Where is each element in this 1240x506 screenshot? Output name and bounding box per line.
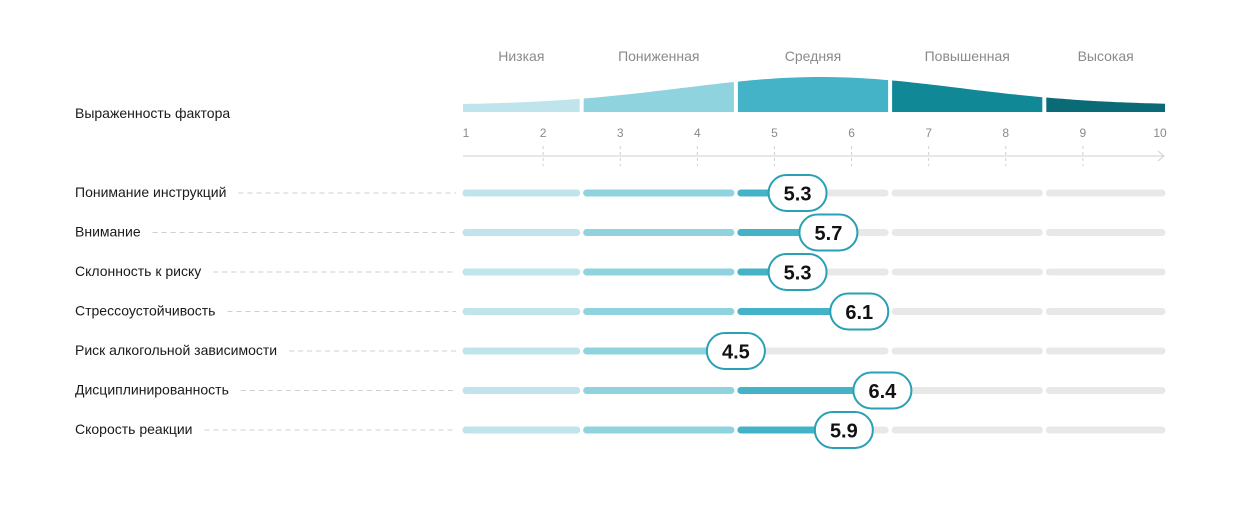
x-axis: 1 2 3 4 5 6 7 8 9 10: [463, 126, 1167, 166]
axis-arrow: [1157, 150, 1165, 162]
value-label: 5.9: [830, 421, 858, 443]
value-bubble: [813, 411, 874, 449]
row-label: Понимание инструкций: [75, 184, 226, 200]
value-label: 5.3: [784, 184, 812, 206]
tick-label: 9: [1080, 126, 1087, 140]
factor-row: Дисциплинированность 6.4: [75, 371, 1166, 410]
row-label: Стрессоустойчивость: [75, 303, 215, 319]
tick-label: 5: [771, 126, 778, 140]
zone-label: Высокая: [1078, 48, 1134, 64]
curve-segment: [463, 98, 580, 112]
value-label: 6.1: [845, 302, 873, 324]
row-label: Внимание: [75, 224, 141, 240]
value-bubble: [798, 213, 859, 252]
factor-row: Склонность к риску 5.3: [75, 253, 1166, 291]
value-label: 5.3: [784, 263, 812, 285]
factor-row: Риск алкогольной зависимости 4.5: [75, 332, 1166, 370]
distribution-curve: [463, 77, 1165, 112]
tick-label: 6: [848, 126, 855, 140]
value-bubble: [829, 292, 890, 331]
zone-label: Повышенная: [925, 48, 1010, 64]
zone-label: Средняя: [785, 48, 841, 64]
curve-segment: [583, 82, 734, 112]
tick-label: 10: [1153, 126, 1167, 140]
curve-segment: [737, 77, 889, 112]
zone-label: Пониженная: [618, 48, 699, 64]
tick-label: 3: [617, 126, 624, 140]
curve-segment: [892, 80, 1043, 112]
factor-row: Стрессоустойчивость 6.1: [75, 292, 1166, 331]
row-label: Риск алкогольной зависимости: [75, 342, 277, 358]
header-label: Выраженность фактора: [75, 105, 230, 121]
value-label: 5.7: [815, 223, 843, 245]
row-label: Дисциплинированность: [75, 382, 229, 398]
tick-label: 1: [463, 126, 470, 140]
factor-row: Внимание 5.7: [75, 213, 1166, 252]
value-bubble: [767, 253, 828, 291]
zone-label: Низкая: [498, 48, 544, 64]
value-label: 6.4: [868, 381, 897, 403]
curve-segment: [1046, 97, 1165, 112]
tick-label: 2: [540, 126, 547, 140]
factor-row: Понимание инструкций 5.3: [75, 174, 1166, 212]
tick-label: 4: [694, 126, 701, 140]
tick-label: 8: [1002, 126, 1009, 140]
row-label: Склонность к риску: [75, 263, 201, 279]
value-bubble: [852, 371, 913, 410]
row-label: Скорость реакции: [75, 421, 193, 437]
tick-label: 7: [925, 126, 932, 140]
value-label: 4.5: [722, 342, 750, 364]
zone-labels: Низкая Пониженная Средняя Повышенная Высокая: [498, 48, 1133, 64]
value-bubble: [705, 332, 766, 370]
factor-rows: Понимание инструкций 5.3 Внимание 5.7 Склонн…: [75, 174, 1166, 449]
value-bubble: [767, 174, 828, 212]
factor-row: Скорость реакции 5.9: [75, 411, 1166, 449]
